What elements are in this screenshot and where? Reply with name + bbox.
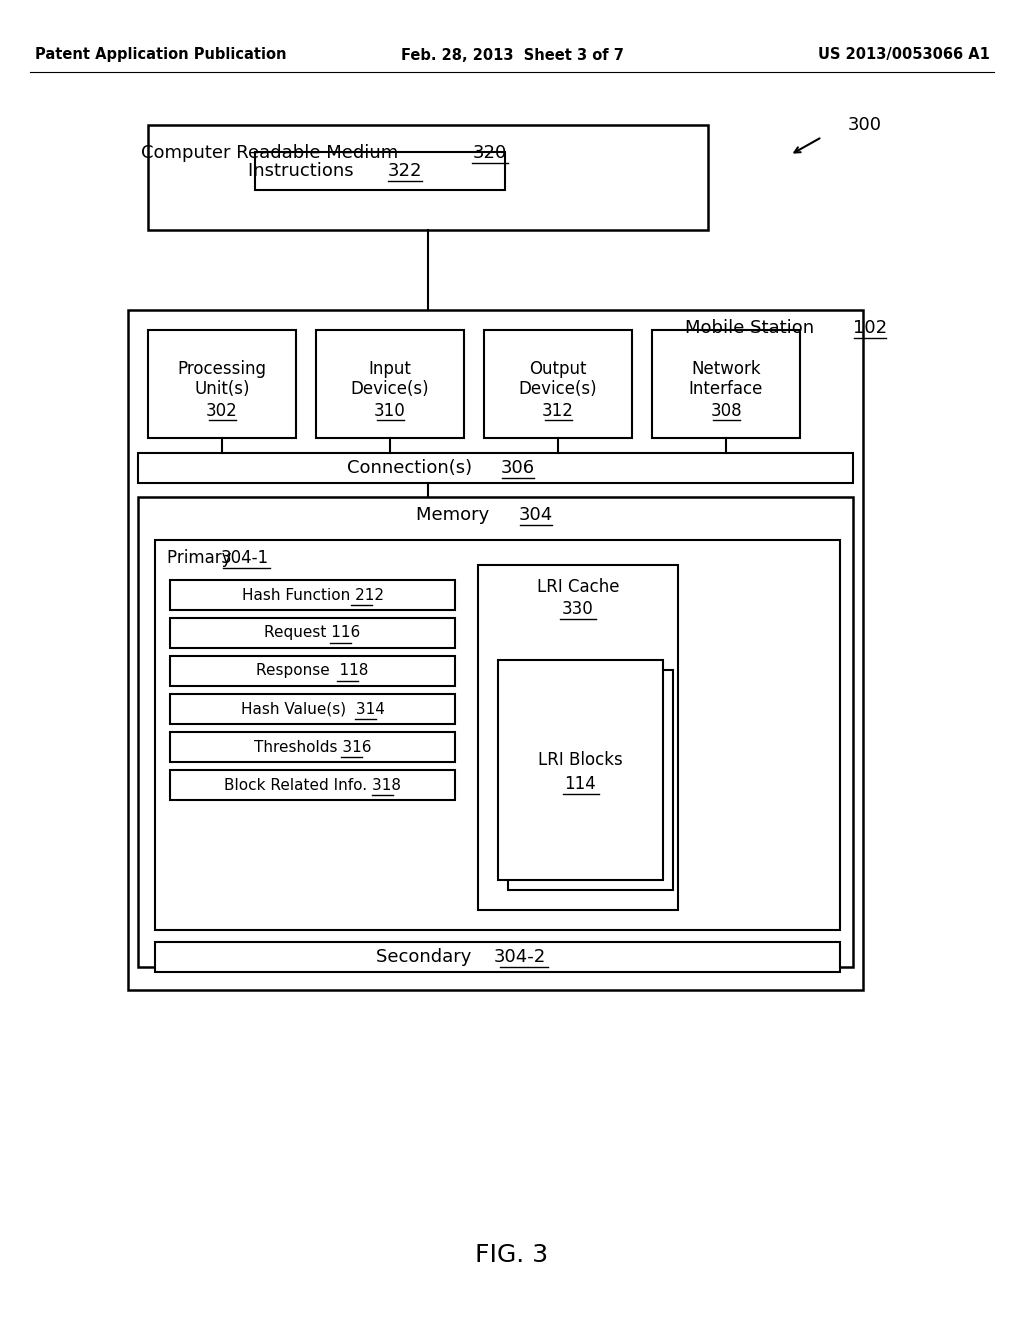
- Text: Network: Network: [691, 360, 761, 378]
- Text: Computer Readable Medium: Computer Readable Medium: [141, 144, 410, 162]
- Bar: [255, 152, 505, 190]
- Bar: [148, 125, 708, 230]
- Text: Input: Input: [369, 360, 412, 378]
- Text: 312: 312: [542, 403, 573, 420]
- Bar: [652, 330, 800, 438]
- Text: Device(s): Device(s): [350, 380, 429, 399]
- Text: LRI Blocks: LRI Blocks: [539, 751, 623, 770]
- Bar: [170, 694, 455, 723]
- Text: US 2013/0053066 A1: US 2013/0053066 A1: [818, 48, 990, 62]
- Text: 114: 114: [564, 775, 596, 793]
- Text: Interface: Interface: [689, 380, 763, 399]
- Text: Patent Application Publication: Patent Application Publication: [35, 48, 287, 62]
- Bar: [138, 498, 853, 968]
- Text: Unit(s): Unit(s): [195, 380, 250, 399]
- Text: 302: 302: [206, 403, 238, 420]
- Text: 308: 308: [711, 403, 741, 420]
- Bar: [155, 942, 840, 972]
- Text: Mobile Station: Mobile Station: [685, 319, 820, 337]
- Text: Processing: Processing: [177, 360, 266, 378]
- Text: Thresholds 316: Thresholds 316: [254, 739, 372, 755]
- Text: Feb. 28, 2013  Sheet 3 of 7: Feb. 28, 2013 Sheet 3 of 7: [400, 48, 624, 62]
- Bar: [498, 660, 663, 880]
- Text: Memory: Memory: [417, 506, 496, 524]
- Text: 306: 306: [501, 459, 535, 477]
- Text: 304-2: 304-2: [494, 948, 546, 966]
- Text: Response  118: Response 118: [256, 664, 369, 678]
- Bar: [128, 310, 863, 990]
- Bar: [484, 330, 632, 438]
- Bar: [170, 656, 455, 686]
- Text: 304-1: 304-1: [221, 549, 269, 568]
- Bar: [316, 330, 464, 438]
- Text: 322: 322: [388, 162, 422, 180]
- Text: Connection(s): Connection(s): [347, 459, 477, 477]
- Bar: [170, 770, 455, 800]
- Text: Primary: Primary: [167, 549, 237, 568]
- Text: 304: 304: [518, 506, 553, 524]
- Bar: [148, 330, 296, 438]
- Text: Hash Value(s)  314: Hash Value(s) 314: [241, 701, 384, 717]
- Text: 310: 310: [374, 403, 406, 420]
- Text: 102: 102: [853, 319, 887, 337]
- Text: 320: 320: [473, 144, 507, 162]
- Bar: [170, 579, 455, 610]
- Text: Block Related Info. 318: Block Related Info. 318: [224, 777, 401, 792]
- Bar: [138, 453, 853, 483]
- Text: Instructions: Instructions: [248, 162, 365, 180]
- Bar: [508, 671, 673, 890]
- Bar: [170, 618, 455, 648]
- Text: 300: 300: [848, 116, 882, 135]
- Bar: [478, 565, 678, 909]
- Bar: [155, 540, 840, 931]
- Bar: [170, 733, 455, 762]
- Text: Output: Output: [529, 360, 587, 378]
- Text: LRI Cache: LRI Cache: [537, 578, 620, 597]
- Text: Secondary: Secondary: [377, 948, 477, 966]
- Text: 330: 330: [562, 601, 594, 618]
- Text: Request 116: Request 116: [264, 626, 360, 640]
- Text: Hash Function 212: Hash Function 212: [242, 587, 384, 602]
- Text: Device(s): Device(s): [519, 380, 597, 399]
- Text: FIG. 3: FIG. 3: [475, 1243, 549, 1267]
